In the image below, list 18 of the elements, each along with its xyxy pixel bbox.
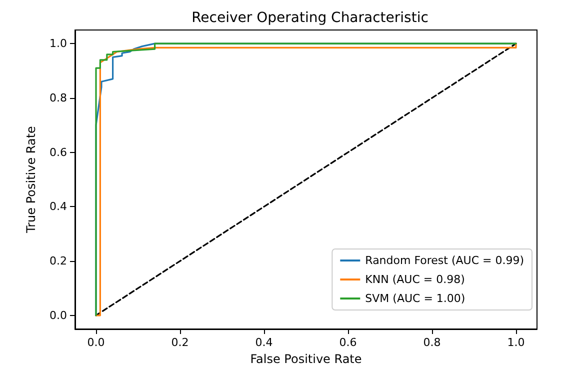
legend-label: KNN (AUC = 0.98)	[365, 273, 465, 286]
x-tick-label: 0.6	[339, 336, 357, 349]
y-tick-label: 1.0	[50, 37, 67, 50]
x-tick-label: 0.0	[87, 336, 105, 349]
x-tick-label: 0.2	[171, 336, 189, 349]
y-axis-title: True Positive Rate	[24, 126, 38, 234]
x-tick-label: 0.4	[255, 336, 273, 349]
y-tick-label: 0.2	[50, 254, 67, 268]
x-tick-label: 0.8	[423, 336, 441, 349]
x-tick-label: 1.0	[507, 336, 525, 349]
y-tick-label: 0.6	[50, 146, 67, 159]
y-tick-label: 0.4	[50, 200, 67, 214]
x-axis-title: False Positive Rate	[250, 352, 362, 366]
chart-title: Receiver Operating Characteristic	[192, 10, 428, 26]
y-tick-label: 0.8	[50, 91, 67, 104]
y-tick-label: 0.0	[50, 308, 67, 322]
legend-label: Random Forest (AUC = 0.99)	[365, 254, 524, 267]
legend-label: SVM (AUC = 1.00)	[365, 292, 466, 305]
